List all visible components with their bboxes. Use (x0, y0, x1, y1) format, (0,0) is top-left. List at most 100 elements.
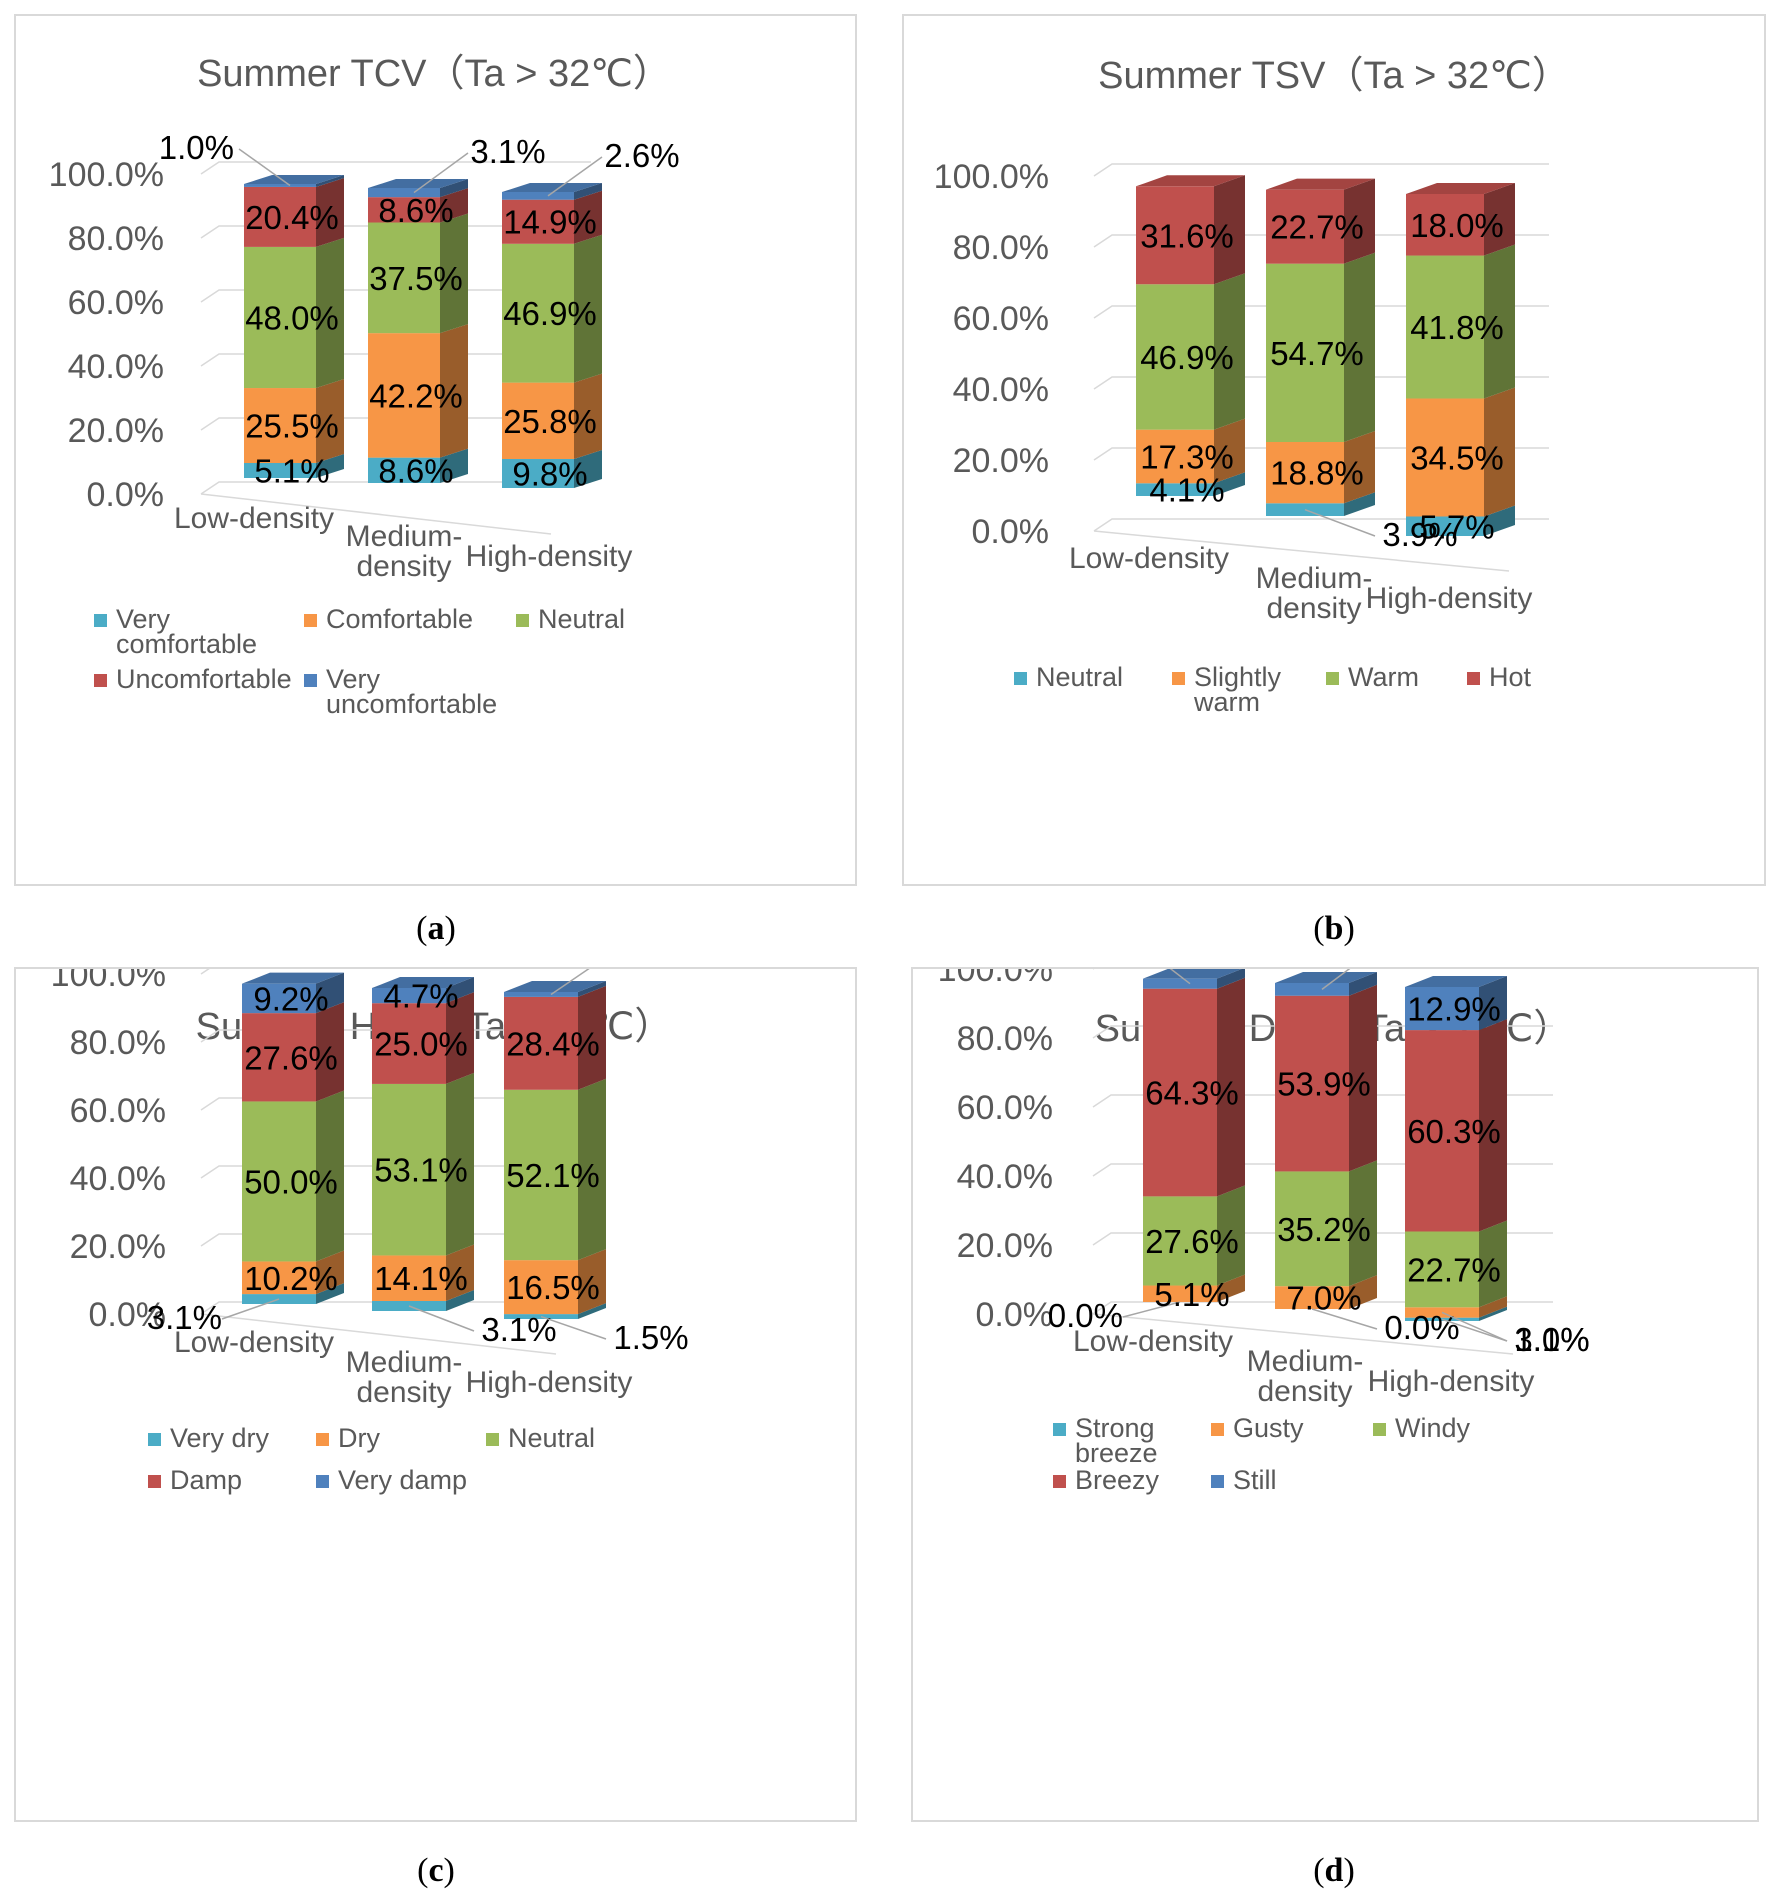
legend-swatch (316, 1433, 329, 1446)
bar-front (502, 382, 574, 459)
x-tick-label-medium-density: Medium- (1256, 562, 1373, 595)
y-tick-label: 100.0% (938, 969, 1053, 989)
legend-label: Warm (1348, 662, 1419, 692)
legend-swatch (148, 1433, 161, 1446)
bar-gusty-medium-density (1275, 1275, 1377, 1309)
x-tick-label-high-density: High-density (466, 1366, 633, 1399)
bar-side (316, 454, 344, 478)
data-label-neutral-medium-density: 53.1% (374, 1152, 468, 1189)
x-axis: Low-density Medium-density High-density (174, 1326, 632, 1409)
bar-dry-high-density (504, 1249, 606, 1315)
data-label-breezy-low-density: 64.3% (1145, 1075, 1239, 1112)
y-tick-label: 0.0% (976, 1296, 1054, 1334)
bar-top (1266, 178, 1375, 190)
legend-item-gusty: Gusty (1211, 1413, 1304, 1443)
bar-slightly-warm-high-density (1406, 387, 1515, 517)
bar-side (1344, 492, 1375, 516)
bar-front (244, 186, 316, 247)
data-label-neutral-low-density: 48.0% (245, 299, 339, 336)
y-tick-label: 80.0% (68, 220, 164, 258)
bar-side (574, 183, 602, 200)
bar-warm-high-density (1406, 244, 1515, 399)
data-label-gusty-high-density: 3.1% (1514, 1321, 1589, 1358)
y-tick-label: 100.0% (51, 969, 166, 994)
bar-front (1136, 186, 1214, 285)
legend-item-hot: Hot (1467, 662, 1532, 692)
bar-side (1479, 1306, 1507, 1321)
legend-swatch (94, 674, 107, 687)
data-label-uncomfortable-medium-density: 8.6% (378, 192, 453, 229)
legend-label: Gusty (1233, 1413, 1304, 1443)
caption-d: (d) (1313, 1852, 1355, 1889)
bar-very-damp-low-density (242, 972, 344, 1014)
bar-top (1136, 175, 1245, 187)
bar-side (1479, 1220, 1507, 1308)
legend-label: breeze (1075, 1438, 1158, 1468)
data-label-windy-low-density: 27.6% (1145, 1223, 1239, 1260)
bar-column-high-density (1405, 976, 1507, 1321)
bar-side (440, 179, 468, 198)
bar-front (242, 1261, 316, 1295)
bar-uncomfortable-medium-density (368, 188, 468, 223)
data-label-damp-medium-density: 25.0% (374, 1026, 468, 1063)
bar-top (1143, 969, 1242, 979)
bar-side (1349, 1275, 1377, 1309)
bar-side (440, 324, 468, 458)
bar-front (1143, 988, 1217, 1197)
bar-top (504, 981, 606, 992)
legend-label: comfortable (116, 629, 257, 659)
bar-neutral-low-density (1136, 472, 1245, 496)
leader-line (1311, 1308, 1378, 1330)
data-label-gusty-low-density: 5.1% (1154, 1276, 1229, 1313)
bar-very-comfortable-low-density (244, 454, 344, 478)
bar-breezy-high-density (1405, 1019, 1507, 1232)
legend-swatch (316, 1475, 329, 1488)
legend-label: Uncomfortable (116, 664, 292, 694)
legend-swatch (1014, 672, 1027, 685)
bar-very-comfortable-high-density (502, 449, 602, 488)
x-tick-label-low-density: Low-density (1073, 1325, 1233, 1358)
y-tick-label: 40.0% (68, 348, 164, 386)
bar-windy-medium-density (1275, 1160, 1377, 1287)
bar-hot-low-density (1136, 175, 1245, 285)
legend-swatch (1053, 1475, 1066, 1488)
leader-line (221, 1298, 280, 1320)
legend-item-neutral: Neutral (516, 604, 625, 634)
data-label-very-comfortable-low-density: 5.1% (254, 453, 329, 490)
data-label-breezy-medium-density: 53.9% (1277, 1066, 1371, 1103)
bar-top (1406, 183, 1515, 194)
bar-front (242, 1294, 316, 1304)
data-label-strong-breeze-high-density: 1.0% (1514, 1321, 1589, 1358)
bar-windy-low-density (1143, 1185, 1245, 1286)
bar-side (1479, 1296, 1507, 1318)
legend-swatch (1373, 1423, 1386, 1436)
bar-front (504, 992, 578, 997)
bar-side (316, 237, 344, 389)
legend-item-uncomfortable: Uncomfortable (94, 664, 292, 694)
y-axis: 0.0% 20.0% 40.0% 60.0% 80.0% 100.0% (49, 156, 591, 535)
y-tick-label: 40.0% (70, 1160, 166, 1198)
legend-label: Hot (1489, 662, 1532, 692)
floor-line (200, 493, 552, 535)
bar-side (1484, 183, 1515, 256)
leader-line (238, 148, 291, 187)
data-label-hot-low-density: 31.6% (1140, 217, 1234, 254)
bar-side (1484, 387, 1515, 517)
caption-c: (c) (417, 1852, 455, 1889)
data-label-damp-high-density: 28.4% (506, 1025, 600, 1062)
bar-front (372, 1083, 446, 1256)
y-tick-label: 80.0% (70, 1024, 166, 1062)
data-label-strong-breeze-low-density: 0.0% (1048, 1297, 1123, 1334)
bar-front (1275, 1286, 1349, 1309)
data-label-slightly-warm-medium-density: 18.8% (1270, 455, 1364, 492)
bar-side (1349, 1160, 1377, 1287)
bar-front (372, 988, 446, 1004)
bar-comfortable-low-density (244, 379, 344, 464)
bar-very-damp-high-density (504, 981, 606, 997)
bar-top (242, 972, 344, 984)
legend-item-very-damp: Very damp (316, 1465, 467, 1495)
